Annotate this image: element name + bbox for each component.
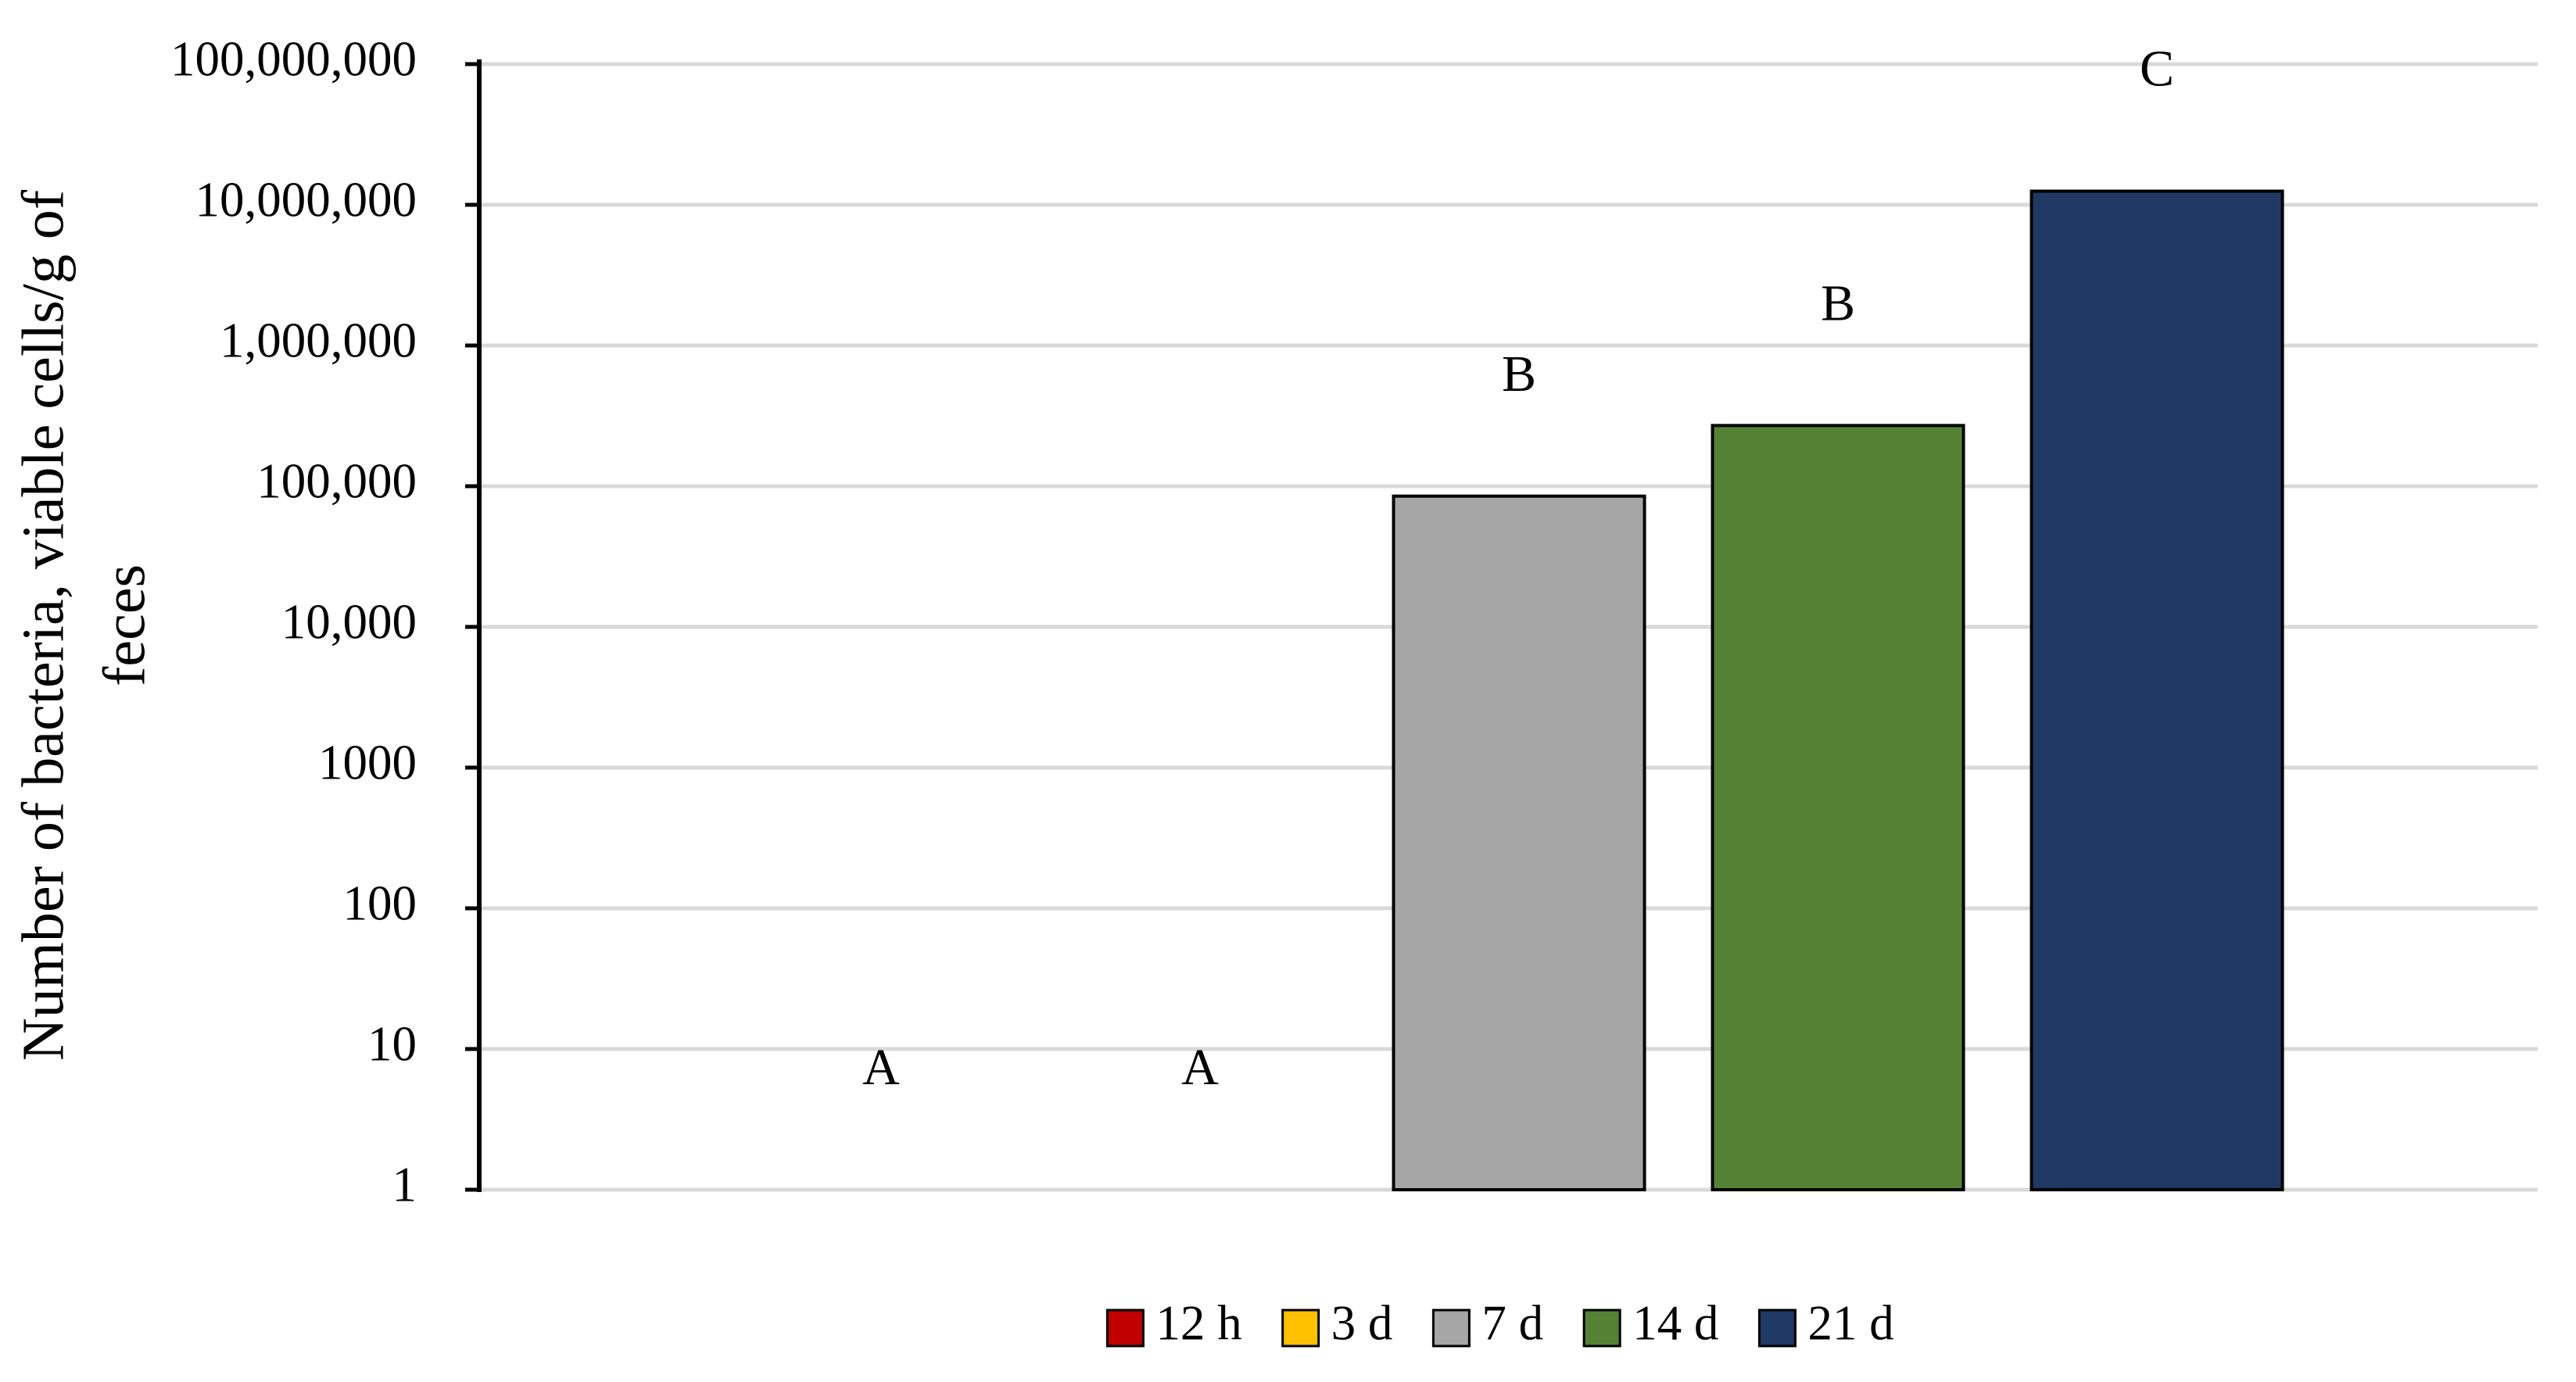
annotation: C (2140, 41, 2174, 98)
legend-item: 12 h (1105, 1295, 1242, 1350)
annotation: A (1181, 1039, 1219, 1096)
legend-swatch (1431, 1309, 1471, 1348)
bar (2030, 189, 2284, 1192)
annotation: B (1821, 274, 1855, 331)
y-tick-label: 10,000,000 (195, 172, 417, 227)
legend-item: 21 d (1757, 1295, 1894, 1350)
y-axis-title: Number of bacteria, viable cells/g of fe… (10, 189, 157, 1061)
y-tick-label: 100,000,000 (170, 31, 417, 86)
legend-label: 14 d (1632, 1295, 1718, 1350)
annotation: A (862, 1039, 900, 1096)
legend: 12 h 3 d 7 d 14 d 21 d (1105, 1295, 1894, 1350)
legend-swatch (1582, 1309, 1621, 1348)
y-tick-label: 100 (343, 875, 417, 930)
legend-swatch (1281, 1309, 1320, 1348)
y-tick-label: 1 (392, 1157, 417, 1212)
y-tick-label: 10 (367, 1016, 417, 1071)
legend-label: 7 d (1481, 1295, 1543, 1350)
annotation: B (1502, 346, 1536, 403)
bar (1711, 424, 1965, 1191)
legend-label: 21 d (1807, 1295, 1893, 1350)
y-tick-label: 1000 (318, 735, 417, 789)
legend-item: 7 d (1431, 1295, 1543, 1350)
y-tick-label: 10,000 (281, 594, 417, 649)
legend-label: 3 d (1331, 1295, 1393, 1350)
y-tick-label: 100,000 (256, 453, 417, 508)
legend-swatch (1757, 1309, 1797, 1348)
legend-label: 12 h (1155, 1295, 1241, 1350)
bar (1392, 494, 1646, 1191)
y-tick-label: 1,000,000 (220, 313, 417, 367)
y-axis-title-line: Number of bacteria, viable cells/g of (10, 189, 76, 1061)
legend-swatch (1105, 1309, 1145, 1348)
legend-item: 3 d (1281, 1295, 1393, 1350)
legend-item: 14 d (1582, 1295, 1718, 1350)
y-axis-title-line: feces (91, 564, 157, 686)
